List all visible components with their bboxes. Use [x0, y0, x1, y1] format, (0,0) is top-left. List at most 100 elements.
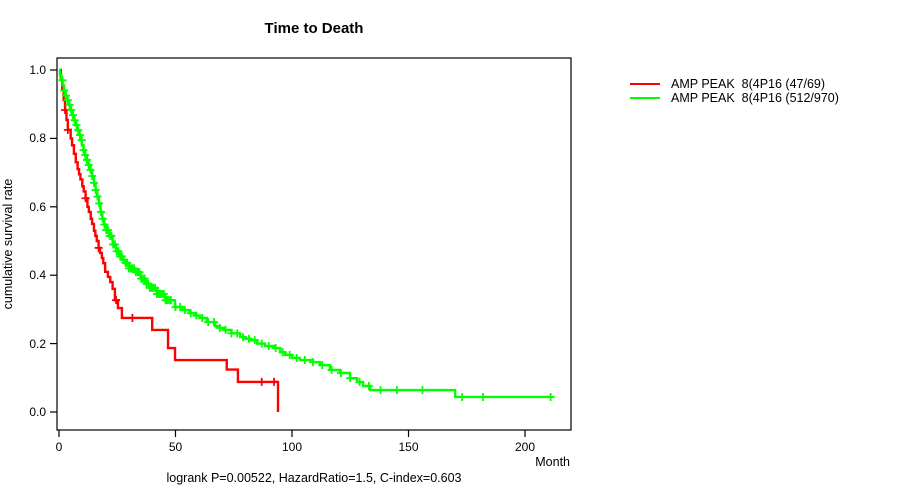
- y-tick-label: 0.6: [29, 199, 46, 214]
- legend-item-green: AMP PEAK 8(4P16 (512/970): [630, 91, 839, 105]
- chart-title: Time to Death: [264, 20, 364, 37]
- censor-mark: [336, 369, 345, 378]
- censor-mark: [93, 192, 102, 201]
- censor-mark: [110, 240, 119, 249]
- censor-mark: [91, 186, 100, 195]
- censor-mark: [128, 313, 137, 322]
- censor-mark: [250, 336, 259, 345]
- x-tick-label: 50: [168, 440, 183, 454]
- censor-mark: [209, 318, 218, 327]
- censor-mark: [546, 392, 555, 401]
- censor-mark: [96, 207, 105, 216]
- censor-mark: [271, 344, 280, 353]
- legend-label-red: AMP PEAK 8(4P16 (47/69): [671, 77, 826, 91]
- censor-mark: [74, 126, 83, 135]
- censor-mark: [70, 116, 79, 125]
- censor-mark: [82, 155, 91, 164]
- censor-mark: [67, 106, 76, 115]
- censor-mark: [94, 243, 103, 252]
- censor-mark: [112, 296, 121, 305]
- censor-mark: [72, 121, 81, 130]
- y-tick-label: 0.4: [29, 268, 46, 283]
- censor-mark: [198, 313, 207, 322]
- censor-mark: [140, 274, 149, 283]
- censor-mark: [77, 136, 86, 145]
- censor-mark: [257, 377, 266, 386]
- censor-mark: [86, 165, 95, 174]
- green-line-swatch: [630, 97, 660, 99]
- censor-mark: [264, 341, 273, 350]
- censor-mark: [159, 290, 168, 299]
- censor-mark: [144, 279, 153, 288]
- x-tick-label: 150: [398, 440, 419, 454]
- censor-mark: [458, 392, 467, 401]
- censor-mark: [186, 309, 195, 318]
- censor-mark: [418, 386, 427, 395]
- censor-mark: [58, 76, 67, 85]
- chart-caption: logrank P=0.00522, HazardRatio=1.5, C-in…: [166, 471, 462, 485]
- censor-mark: [100, 220, 109, 229]
- censor-mark: [123, 258, 132, 267]
- censor-mark: [270, 377, 279, 386]
- censor-mark: [135, 268, 144, 277]
- censor-mark: [300, 356, 309, 365]
- censor-mark: [346, 374, 355, 383]
- censor-mark: [95, 199, 104, 208]
- censor-mark: [89, 178, 98, 187]
- censor-mark: [84, 161, 93, 170]
- censor-mark: [192, 311, 201, 320]
- censor-mark: [278, 348, 287, 357]
- censor-mark: [308, 358, 317, 367]
- x-tick-label: 100: [281, 440, 303, 454]
- legend-item-red: AMP PEAK 8(4P16 (47/69): [630, 77, 839, 91]
- survival-curve-red: [59, 68, 280, 412]
- censor-mark: [166, 296, 175, 305]
- censor-mark: [364, 382, 373, 391]
- censor-mark: [285, 350, 294, 359]
- censor-mark: [355, 377, 364, 386]
- censor-mark: [176, 303, 185, 312]
- censor-mark: [81, 151, 90, 160]
- censor-mark: [215, 323, 224, 332]
- censor-mark: [244, 334, 253, 343]
- censor-mark: [233, 329, 242, 338]
- censor-mark: [479, 392, 488, 401]
- censor-mark: [103, 226, 112, 235]
- red-line-swatch: [630, 83, 660, 85]
- censor-mark: [114, 247, 123, 256]
- x-axis-title: Month: [535, 455, 570, 469]
- censor-mark: [79, 146, 88, 155]
- censor-mark: [81, 194, 90, 203]
- x-tick-label: 200: [514, 440, 536, 454]
- censor-mark: [221, 325, 230, 334]
- censor-mark: [61, 91, 70, 100]
- censor-mark: [318, 361, 327, 370]
- censor-mark: [376, 386, 385, 395]
- censor-mark: [63, 125, 72, 134]
- y-tick-label: 0.8: [29, 131, 46, 146]
- censor-mark: [68, 111, 77, 120]
- censor-mark: [257, 339, 266, 348]
- censor-mark: [98, 214, 107, 223]
- censor-mark: [65, 100, 74, 109]
- plot-box: [56, 57, 572, 431]
- legend-label-green: AMP PEAK 8(4P16 (512/970): [671, 91, 839, 105]
- censor-mark: [239, 333, 248, 342]
- legend: AMP PEAK 8(4P16 (47/69) AMP PEAK 8(4P16 …: [630, 77, 839, 105]
- y-tick-label: 0.0: [29, 405, 46, 419]
- censor-mark: [180, 306, 189, 315]
- censor-mark: [392, 386, 401, 395]
- censor-mark: [63, 96, 72, 105]
- censor-mark: [107, 231, 116, 240]
- censor-mark: [151, 283, 160, 292]
- censor-mark: [327, 365, 336, 374]
- censor-mark: [75, 130, 84, 139]
- censor-mark: [292, 353, 301, 362]
- y-tick-label: 1.0: [29, 63, 46, 77]
- survival-curve-green: [58, 68, 551, 399]
- y-tick-label: 0.2: [29, 336, 46, 351]
- x-tick-label: 0: [55, 440, 63, 454]
- censor-mark: [88, 172, 97, 181]
